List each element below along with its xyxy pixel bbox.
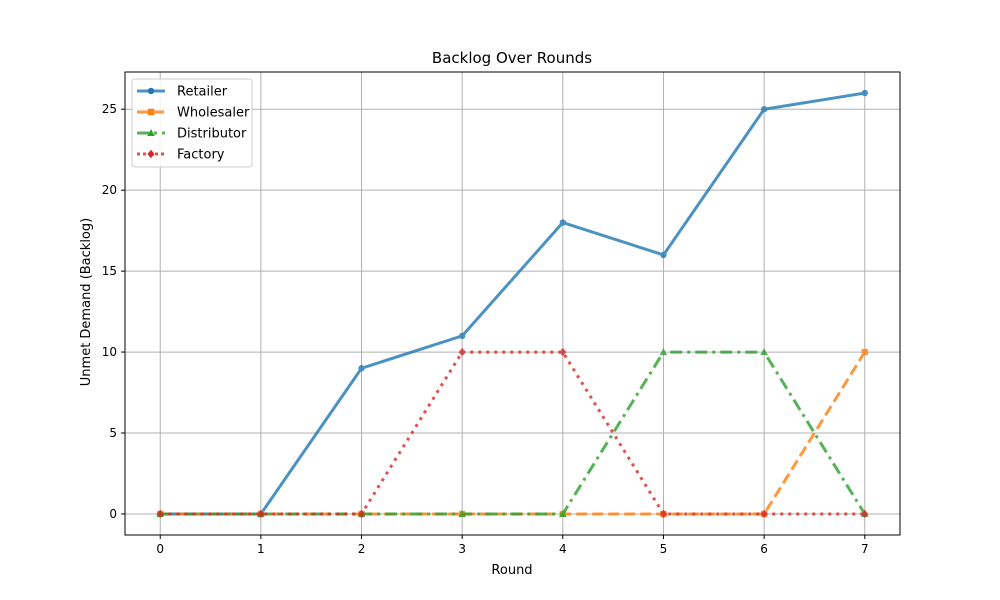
- data-point-factory: [861, 509, 869, 519]
- x-axis-label: Round: [491, 563, 532, 578]
- legend-label-distributor: Distributor: [177, 127, 247, 142]
- legend-marker-wholesaler: [147, 108, 155, 116]
- data-point-factory: [357, 509, 366, 519]
- legend-label-retailer: Retailer: [177, 85, 228, 100]
- legend-entry-wholesaler: Wholesaler: [137, 106, 250, 121]
- y-tick-label: 15: [102, 264, 117, 278]
- data-point-retailer: [861, 89, 868, 97]
- legend-marker-factory: [147, 149, 155, 159]
- series-retailer: [157, 89, 868, 518]
- chart-title: Backlog Over Rounds: [432, 49, 592, 67]
- legend: Retailer Wholesaler Distributor Factory: [131, 78, 253, 168]
- data-point-retailer: [458, 332, 466, 340]
- plot-frame: [124, 71, 901, 536]
- legend-entry-retailer: Retailer: [137, 85, 228, 100]
- y-tick-label: 10: [102, 345, 117, 359]
- data-point-retailer: [358, 365, 365, 372]
- x-tick-label: 5: [660, 542, 668, 556]
- data-point-factory: [659, 509, 668, 519]
- data-point-wholesaler: [861, 348, 868, 356]
- data-point-distributor: [659, 348, 668, 356]
- legend-entry-distributor: Distributor: [137, 127, 247, 142]
- data-point-distributor: [458, 509, 466, 517]
- y-axis-ticks: 0 5 10 15 20 25: [102, 102, 125, 521]
- series-group: [156, 89, 869, 519]
- data-point-retailer: [559, 219, 567, 226]
- data-point-retailer: [760, 106, 768, 113]
- data-point-factory: [257, 509, 265, 519]
- legend-marker-distributor: [147, 129, 155, 136]
- series-factory: [156, 347, 869, 519]
- legend-label-factory: Factory: [177, 148, 225, 163]
- data-point-factory: [156, 509, 164, 519]
- legend-label-wholesaler: Wholesaler: [177, 106, 250, 121]
- x-tick-label: 7: [861, 542, 869, 556]
- legend-entry-factory: Factory: [137, 148, 225, 163]
- y-tick-label: 20: [102, 183, 117, 197]
- legend-marker-retailer: [147, 87, 155, 95]
- y-tick-label: 0: [109, 507, 117, 521]
- x-tick-label: 4: [559, 542, 567, 556]
- x-tick-label: 6: [760, 542, 768, 556]
- data-point-retailer: [660, 251, 667, 259]
- y-tick-label: 25: [102, 102, 117, 116]
- series-line-factory: [160, 350, 865, 516]
- y-axis-label: Unmet Demand (Backlog): [79, 218, 94, 386]
- y-tick-label: 5: [109, 426, 117, 440]
- x-tick-label: 0: [156, 542, 164, 556]
- data-point-factory: [458, 347, 466, 357]
- x-tick-label: 2: [358, 542, 366, 556]
- data-point-factory: [760, 509, 768, 519]
- series-line-retailer: [160, 91, 866, 516]
- data-point-distributor: [760, 348, 768, 356]
- data-point-factory: [559, 347, 567, 357]
- x-tick-label: 1: [257, 542, 265, 556]
- series-line-distributor: [160, 350, 867, 516]
- data-point-distributor: [559, 509, 567, 517]
- x-axis-ticks: 0 1 2 3 4 5 6 7: [156, 535, 869, 556]
- legend-box: [131, 78, 253, 168]
- x-tick-label: 3: [458, 542, 466, 556]
